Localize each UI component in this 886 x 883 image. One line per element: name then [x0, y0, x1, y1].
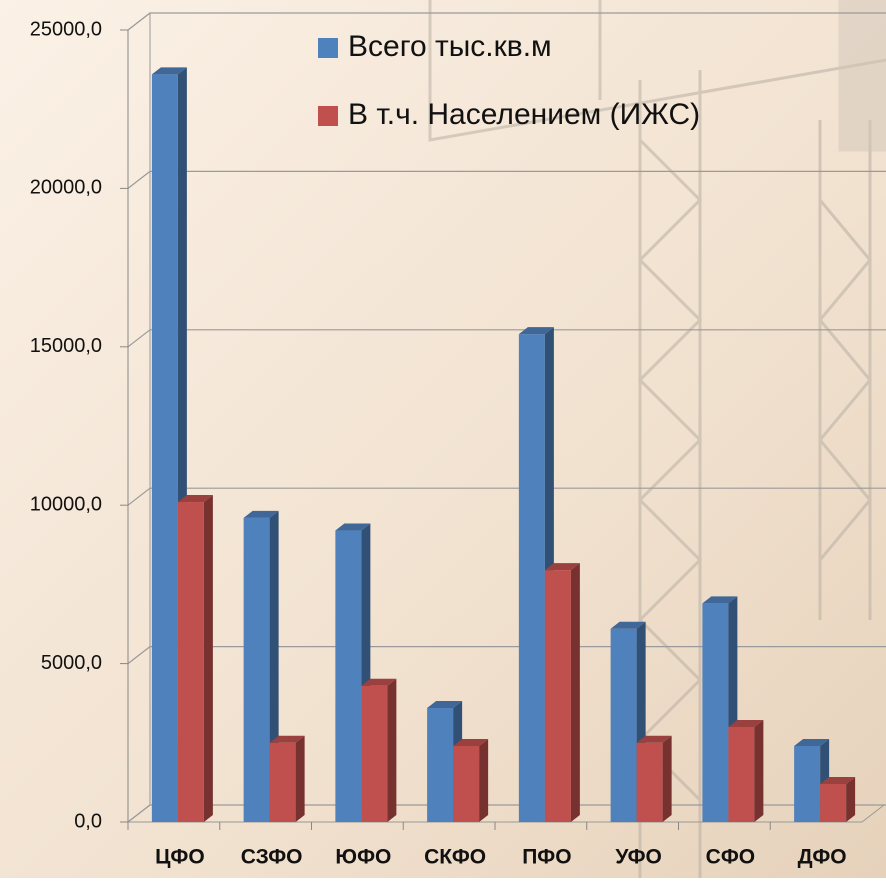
x-tick-label: УФО: [615, 846, 662, 869]
y-tick-label: 20000,0: [30, 177, 102, 199]
bar-top: [177, 495, 213, 503]
bar-side: [754, 719, 764, 822]
y-tick-label: 5000,0: [41, 652, 102, 674]
bar-front: [544, 570, 571, 822]
bar-front: [728, 726, 755, 822]
bar-front: [243, 517, 270, 822]
bar: [453, 738, 489, 822]
bar-side: [846, 776, 856, 822]
y-tick-label: 15000,0: [30, 335, 102, 357]
bar: [820, 776, 856, 822]
grid-line: [127, 12, 886, 31]
bar-top: [820, 776, 856, 784]
bar: [728, 719, 764, 822]
bar-top: [361, 678, 397, 686]
bar: [636, 735, 672, 822]
grid-line: [127, 170, 886, 189]
bar-front: [794, 745, 821, 822]
legend-label: В т.ч. Населением (ИЖС): [348, 98, 700, 131]
bar-side: [479, 738, 489, 822]
bar-side: [387, 678, 397, 822]
x-tick-label: ЦФО: [155, 846, 205, 869]
x-tick-label: ДФО: [798, 846, 847, 869]
bar-top: [427, 700, 463, 708]
bar-top: [151, 67, 187, 75]
legend-swatch: [318, 38, 338, 58]
bar-front: [335, 530, 362, 822]
bar: [269, 735, 305, 822]
x-tick-label: СФО: [706, 846, 755, 869]
bar-top: [702, 596, 738, 604]
x-tick-label: ЮФО: [335, 846, 391, 869]
bar-front: [636, 742, 663, 822]
bar-top: [335, 523, 371, 531]
x-tick-label: СЗФО: [241, 846, 303, 869]
bar-front: [427, 707, 454, 822]
bar-front: [518, 334, 545, 822]
y-tick-label: 10000,0: [30, 493, 102, 515]
legend-label: Всего тыс.кв.м: [348, 30, 552, 63]
bar: [361, 678, 397, 822]
x-tick-label: СКФО: [424, 846, 486, 869]
bar-front: [151, 74, 178, 823]
bar-top: [518, 327, 554, 335]
bar-front: [177, 502, 204, 822]
bar-side: [662, 735, 672, 822]
bar-top: [453, 738, 489, 746]
bar-front: [820, 783, 847, 822]
bar: [177, 495, 213, 822]
legend-swatch: [318, 106, 338, 126]
bar: [544, 563, 580, 822]
y-tick-label: 25000,0: [30, 18, 102, 40]
grid-line: [127, 487, 886, 506]
bar-front: [702, 603, 729, 822]
bar-top: [794, 738, 830, 746]
bar-top: [269, 735, 305, 743]
bar-front: [610, 628, 637, 822]
bar-top: [243, 510, 279, 518]
bar-top: [636, 735, 672, 743]
bar-front: [361, 685, 388, 822]
x-tick-label: ПФО: [522, 846, 571, 869]
y-tick-label: 0,0: [74, 810, 102, 832]
bar-side: [295, 735, 305, 822]
bar-front: [453, 745, 480, 822]
crane-silhouette: [428, 0, 886, 878]
grid-line: [127, 329, 886, 348]
bar-top: [728, 719, 764, 727]
bar-side: [570, 563, 580, 822]
bar-top: [610, 621, 646, 629]
bar-front: [269, 742, 296, 822]
bar-side: [203, 495, 213, 822]
bar-top: [544, 563, 580, 571]
